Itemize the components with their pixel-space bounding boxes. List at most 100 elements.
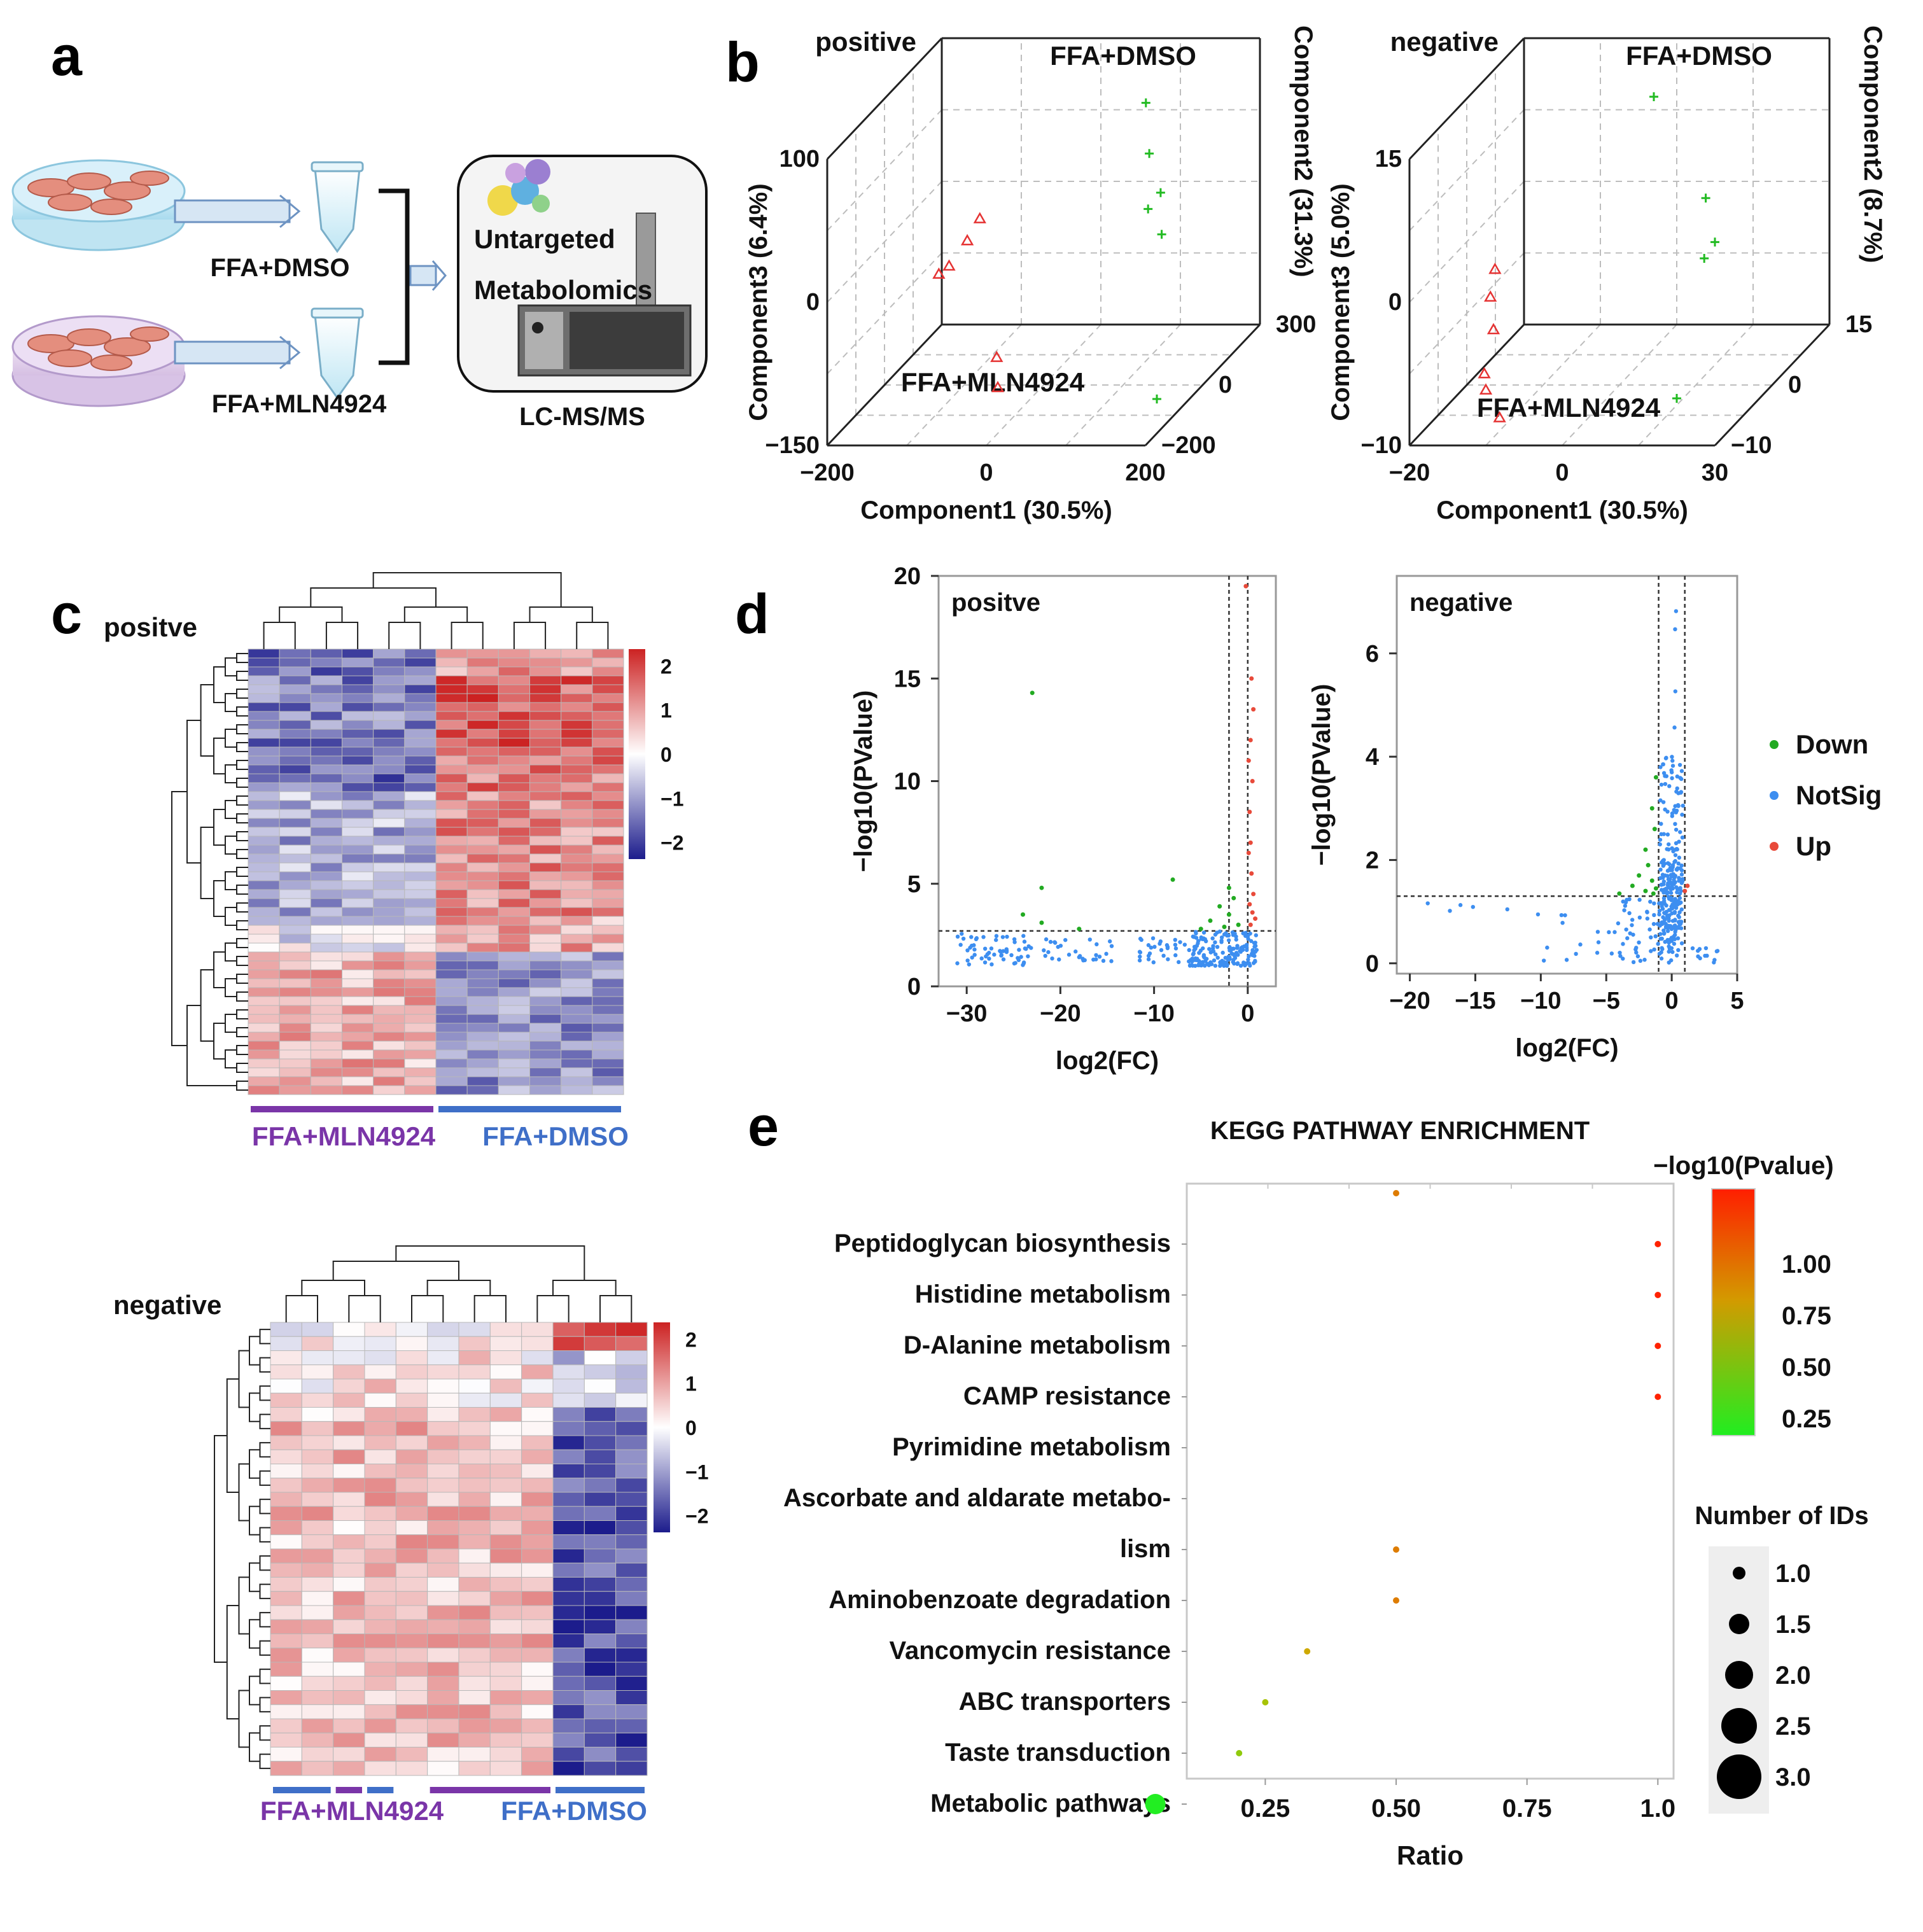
heatmap-cell <box>373 1005 405 1015</box>
heatmap-cell <box>248 711 280 721</box>
dendrogram-branch <box>332 1261 459 1280</box>
dendrogram-branch <box>236 956 248 966</box>
heatmap-cell <box>561 746 593 757</box>
heatmap-cell <box>521 1392 554 1408</box>
axis-line <box>826 37 943 160</box>
data-point-plus <box>1710 237 1719 247</box>
heatmap-cell <box>435 1040 468 1051</box>
data-point-notsig <box>1690 946 1695 951</box>
data-point-notsig <box>1673 822 1677 827</box>
heatmap-cell <box>404 996 437 1006</box>
data-point-notsig <box>1046 950 1051 955</box>
heatmap-cell <box>248 791 280 801</box>
heatmap-cell <box>458 1407 491 1422</box>
heatmap-cell <box>279 934 311 944</box>
x-tick-label: −20 <box>1040 1000 1080 1027</box>
data-point-notsig <box>1056 944 1060 949</box>
heatmap-cell <box>373 916 405 926</box>
data-point-notsig <box>1596 940 1601 944</box>
heatmap-cell <box>404 702 437 712</box>
data-point-down <box>1643 847 1648 852</box>
heatmap-cell <box>279 969 311 979</box>
data-point-notsig <box>1107 939 1112 944</box>
heatmap-cell <box>333 1732 365 1747</box>
heatmap-cell <box>333 1704 365 1719</box>
data-point-down <box>1649 878 1654 883</box>
data-point-notsig <box>1673 853 1678 857</box>
data-point-notsig <box>1665 832 1670 837</box>
colorbar-tick-label: −1 <box>685 1460 708 1483</box>
heatmap-cell <box>333 1336 365 1351</box>
heatmap-cell <box>521 1534 554 1550</box>
heatmap-cell <box>561 934 593 944</box>
box-text-untargeted: Untargeted <box>474 224 615 254</box>
group-label: FFA+DMSO <box>1626 41 1772 71</box>
data-point-notsig <box>1669 874 1674 879</box>
heatmap-cell <box>498 827 530 837</box>
heatmap-cell <box>364 1690 396 1705</box>
data-point-notsig <box>1667 784 1672 788</box>
z-axis-label: Component3 (6.4%) <box>745 183 773 421</box>
heatmap-cell <box>373 978 405 988</box>
heatmap-cell <box>435 925 468 935</box>
color-legend-tick: 0.75 <box>1782 1302 1831 1330</box>
heatmap-cell <box>458 1732 491 1747</box>
heatmap-cell <box>592 782 624 792</box>
heatmap-cell <box>364 1364 396 1380</box>
data-point-up <box>1249 871 1254 876</box>
data-point-notsig <box>1081 958 1086 963</box>
data-point-notsig <box>1670 885 1675 890</box>
heatmap-cell <box>521 1464 554 1479</box>
heatmap-cell <box>435 1023 468 1033</box>
heatmap-cell <box>458 1761 491 1776</box>
data-point-down <box>1170 877 1175 882</box>
heatmap-cell <box>395 1492 428 1507</box>
heatmap-cell <box>270 1732 302 1747</box>
data-point-notsig <box>1623 904 1628 908</box>
heatmap-cell <box>498 1049 530 1060</box>
heatmap-cell <box>435 738 468 748</box>
y-axis-label: −log10(PValue) <box>850 690 878 872</box>
data-point-notsig <box>1535 912 1541 917</box>
dendrogram-branch <box>186 1005 237 1086</box>
data-point-plus <box>1701 193 1710 203</box>
heatmap-cell <box>561 951 593 962</box>
heatmap-cell <box>435 684 468 694</box>
bubble <box>1304 1648 1311 1655</box>
data-point-notsig <box>1669 898 1674 902</box>
heatmap-cell <box>489 1562 522 1578</box>
data-point-notsig <box>1676 948 1681 953</box>
heatmap-cell <box>489 1718 522 1733</box>
data-point-notsig <box>1073 949 1078 954</box>
data-point-notsig <box>1187 948 1191 953</box>
y-tick-label: 6 <box>1366 641 1379 668</box>
heatmap-cell <box>364 1704 396 1719</box>
heatmap-cell <box>521 1435 554 1450</box>
x-tick-label: 0.75 <box>1502 1795 1552 1823</box>
tube-icon <box>311 161 364 253</box>
dendrogram-branch <box>225 693 237 712</box>
x-tick-label: 0 <box>1555 459 1569 486</box>
data-point-notsig <box>1630 923 1634 927</box>
color-legend-bar <box>1711 1188 1756 1436</box>
heatmap-cell <box>584 1548 617 1564</box>
panel-letter-b: b <box>725 31 760 94</box>
heatmap-cell <box>521 1364 554 1380</box>
heatmap-cell <box>458 1577 491 1592</box>
heatmap-cell <box>529 782 562 792</box>
data-point-notsig <box>1672 878 1676 883</box>
data-point-notsig <box>1077 954 1082 958</box>
heatmap-cell <box>279 836 311 846</box>
heatmap-cell <box>270 1392 302 1408</box>
data-point-down <box>1222 924 1227 929</box>
data-point-down <box>1653 886 1658 891</box>
heatmap-cell <box>458 1364 491 1380</box>
data-point-notsig <box>1194 931 1198 935</box>
heatmap-cell <box>489 1619 522 1634</box>
data-point-notsig <box>1663 807 1667 812</box>
heatmap-cell <box>561 1058 593 1068</box>
heatmap-cell <box>373 853 405 864</box>
data-point-notsig <box>1227 948 1232 953</box>
heatmap-cell <box>466 889 499 899</box>
data-point-down <box>1208 918 1213 923</box>
